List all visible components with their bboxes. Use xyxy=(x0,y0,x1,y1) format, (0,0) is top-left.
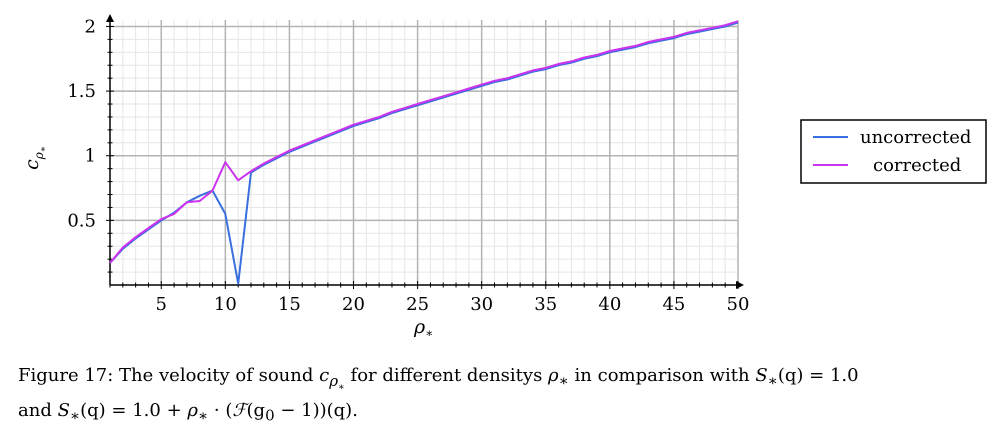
x-tick-label: 25 xyxy=(406,294,429,315)
x-axis-title: ρ∗ xyxy=(413,316,433,340)
x-tick-label: 15 xyxy=(278,294,301,315)
x-tick-label: 10 xyxy=(214,294,237,315)
major-grid xyxy=(110,20,739,285)
tick-labels: 5 10 15 20 25 30 35 40 45 50 0.5 1 1.5 2 xyxy=(67,16,749,315)
y-axis-title: cρ∗ xyxy=(21,146,49,170)
x-tick-label: 50 xyxy=(727,294,750,315)
caption-line-1: Figure 17: The velocity of sound cρ∗ for… xyxy=(18,365,859,393)
legend-label-corrected: corrected xyxy=(873,155,961,176)
y-tick-label: 1 xyxy=(85,146,96,167)
legend-label-uncorrected: uncorrected xyxy=(860,127,971,148)
x-tick-label: 5 xyxy=(156,294,167,315)
legend: uncorrected corrected xyxy=(800,119,987,184)
x-tick-label: 40 xyxy=(598,294,621,315)
figure-caption: Figure 17: The velocity of sound cρ∗ for… xyxy=(18,364,978,427)
series-line-corrected xyxy=(109,20,739,264)
y-tick-label: 2 xyxy=(85,16,96,37)
axes xyxy=(106,14,744,289)
y-tick-label: 1.5 xyxy=(67,81,96,102)
x-axis-arrow xyxy=(736,281,744,289)
legend-box xyxy=(800,119,987,184)
chart: 5 10 15 20 25 30 35 40 45 50 0.5 1 1.5 2 ρ∗ cρ∗ uncor… xyxy=(21,14,987,340)
series-line-uncorrected xyxy=(109,21,739,285)
caption-line-2: and S∗(q) = 1.0 + ρ∗ · (ℱ(g0 − 1))(q). xyxy=(18,399,358,425)
y-axis-arrow xyxy=(106,14,114,22)
x-tick-label: 35 xyxy=(534,294,557,315)
minor-grid xyxy=(109,20,738,285)
series-lines xyxy=(109,20,739,285)
x-tick-label: 30 xyxy=(470,294,493,315)
x-tick-label: 45 xyxy=(662,294,685,315)
y-tick-label: 0.5 xyxy=(67,210,96,231)
x-tick-label: 20 xyxy=(342,294,365,315)
